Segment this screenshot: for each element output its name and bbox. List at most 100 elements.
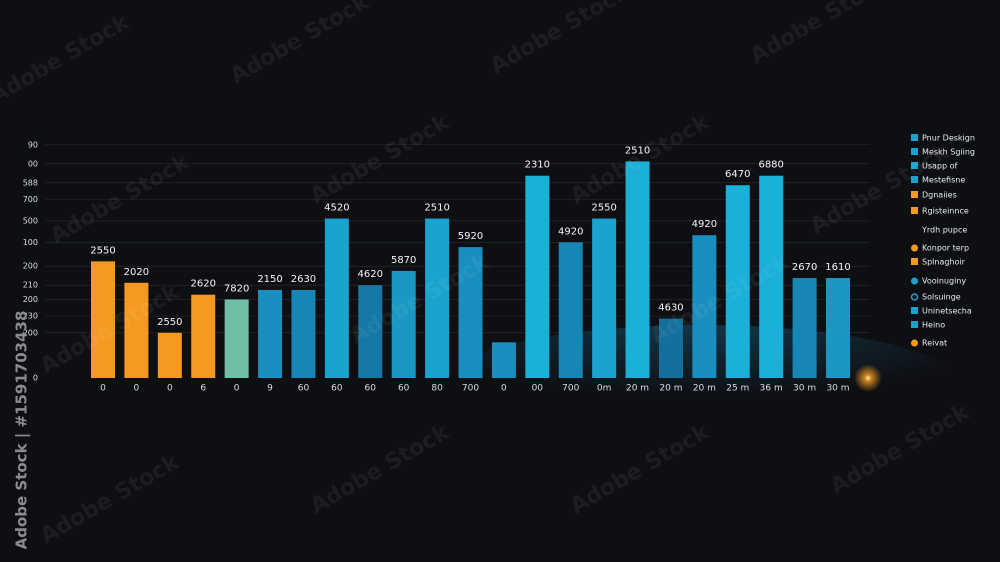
bar: [224, 299, 249, 378]
bar: [324, 218, 349, 378]
y-tick-label: 500: [23, 216, 38, 225]
x-tick-label: 60: [298, 384, 310, 394]
x-tick-label: 25 m: [726, 384, 749, 394]
bar: [291, 289, 316, 378]
legend-marker: [911, 148, 918, 155]
x-tick-label: 9: [267, 384, 273, 394]
legend-label: Vooinuginy: [922, 277, 966, 286]
bar: [491, 342, 516, 378]
x-tick-label: 0: [501, 384, 507, 394]
y-tick-label: 588: [23, 178, 38, 187]
x-tick-label: 0: [234, 384, 240, 394]
legend-label: Pnur Deskign: [922, 134, 975, 143]
x-tick-label: 20 m: [659, 384, 682, 394]
bar-label: 4520: [324, 203, 349, 214]
legend-label: Solsuinge: [922, 293, 961, 302]
y-tick-label: 210: [23, 281, 38, 290]
bar-label: 2550: [90, 245, 115, 256]
y-tick-label: 200: [23, 295, 38, 304]
bar: [425, 218, 450, 378]
y-tick-label: 100: [23, 238, 38, 247]
x-tick-label: 30 m: [793, 384, 816, 394]
bar: [759, 175, 784, 378]
legend-marker: [911, 277, 918, 285]
legend-label: Splnaghoir: [922, 258, 966, 267]
bar-label: 2510: [424, 203, 449, 214]
bar: [358, 285, 383, 378]
x-tick-label: 6: [200, 384, 206, 394]
y-tick-label: 200: [23, 262, 38, 271]
bar: [625, 161, 650, 378]
legend-marker: [911, 191, 918, 198]
bar-label: 2550: [591, 203, 616, 214]
legend: Pnur Deskign Meskh Sgiing Usapp of Mestefis…: [910, 134, 975, 348]
x-tick-label: 30 m: [826, 384, 849, 394]
legend-marker: [911, 339, 918, 347]
side-text: Adobe Stock | #1591703438: [13, 311, 32, 550]
legend-marker: [911, 207, 918, 214]
x-tick-label: 700: [462, 384, 479, 394]
legend-marker: [911, 176, 918, 183]
bar: [525, 175, 550, 378]
bar-label: 4630: [658, 303, 683, 314]
legend-label: Rgisteinnce: [922, 207, 969, 216]
y-tick-label: 0: [33, 374, 38, 383]
bar: [792, 278, 817, 378]
bar-label: 5920: [458, 231, 483, 242]
y-tick-label: 00: [28, 159, 38, 168]
bar: [558, 242, 583, 378]
bars: 2550 0 2020 0 2550 0 2620 6 7820 0 2150 9 2630 60 4520…: [90, 145, 850, 393]
bar-label: 6880: [758, 160, 783, 171]
bar-label: 7820: [224, 283, 249, 294]
x-tick-label: 700: [562, 384, 579, 394]
bar-label: 1610: [825, 262, 850, 273]
bar-label: 2150: [257, 274, 282, 285]
x-tick-label: 36 m: [760, 384, 783, 394]
legend-label: Reivat: [922, 339, 947, 348]
legend-marker: [911, 258, 918, 265]
legend-marker: [911, 307, 918, 314]
legend-label: Usapp of: [922, 162, 958, 171]
bar-label: 2620: [191, 279, 216, 290]
legend-marker: [911, 134, 918, 141]
bar-label: 2670: [792, 262, 817, 273]
bar: [692, 235, 717, 378]
x-tick-label: 60: [331, 384, 343, 394]
legend-marker: [911, 162, 918, 169]
bar: [91, 261, 115, 378]
x-tick-label: 0m: [597, 384, 612, 394]
bar: [826, 278, 850, 378]
bar: [725, 185, 750, 378]
x-tick-label: 00: [532, 384, 544, 394]
x-tick-label: 60: [365, 384, 377, 394]
x-tick-label: 0: [134, 384, 140, 394]
legend-label: Heino: [922, 321, 945, 330]
bar-label: 4920: [692, 219, 717, 230]
legend-marker: [911, 321, 918, 328]
bar-label: 4620: [358, 269, 383, 280]
bar: [592, 218, 617, 378]
x-tick-label: 20 m: [693, 384, 716, 394]
x-tick-label: 0: [100, 384, 106, 394]
bar-label: 2550: [157, 317, 182, 328]
bar: [658, 318, 683, 378]
legend-label: Konpor terp: [922, 244, 969, 253]
y-tick-label: 230: [23, 312, 38, 321]
bar-label: 5870: [391, 255, 416, 266]
legend-marker: [910, 293, 919, 301]
bar-label: 6470: [725, 169, 750, 180]
bar: [458, 247, 483, 378]
y-tick-label: 200: [23, 328, 38, 337]
bar: [391, 270, 416, 378]
y-tick-label: 90: [28, 140, 38, 149]
axis-glow: [854, 364, 882, 392]
bar-label: 2510: [625, 145, 650, 156]
bar-label: 2020: [124, 267, 149, 278]
bar: [258, 289, 283, 378]
bar-label: 4920: [558, 226, 583, 237]
legend-label: Uninetsecha: [922, 307, 972, 316]
bar: [191, 294, 216, 378]
legend-label: Yrdh pupce: [921, 226, 967, 235]
